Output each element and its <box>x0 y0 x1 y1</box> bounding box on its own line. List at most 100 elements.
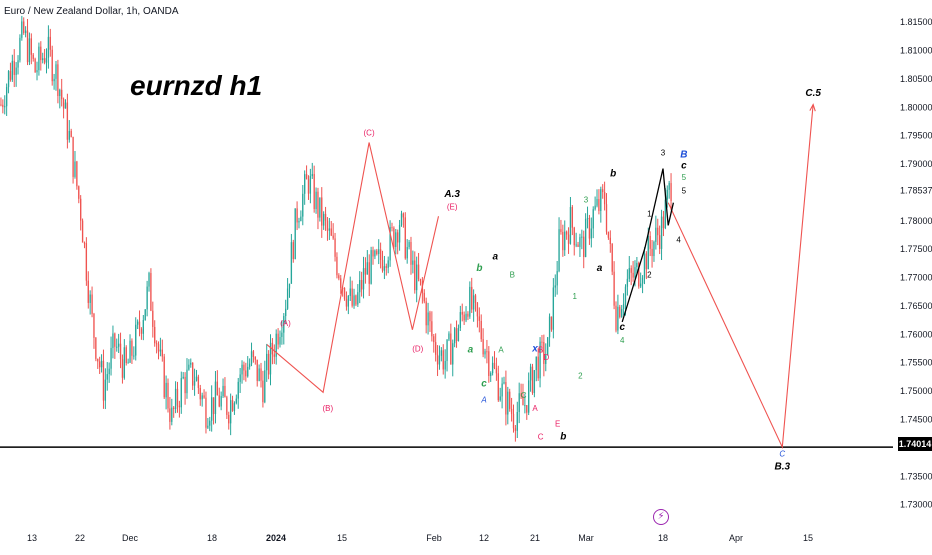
candle-body <box>455 328 458 341</box>
projection-arrowhead <box>809 103 816 112</box>
wave-label: (A) <box>280 319 291 328</box>
candle-body <box>214 381 217 415</box>
wave-label: (E) <box>447 202 458 211</box>
price-axis[interactable]: 1.81500 1.81000 1.80500 1.80000 1.79500 1.790… <box>900 17 932 509</box>
candle-body <box>440 350 443 356</box>
candle-body <box>269 342 272 375</box>
candle-body <box>203 395 205 398</box>
price-tick-label: 1.80000 <box>900 102 932 112</box>
candle-body <box>666 189 668 200</box>
candle-body <box>621 308 623 318</box>
candle-body <box>252 351 255 357</box>
candle-body <box>334 238 336 257</box>
candle-body <box>336 256 338 276</box>
candle-body <box>188 364 190 370</box>
candle-body <box>376 250 378 255</box>
candle-body <box>448 333 450 340</box>
candle-body <box>317 191 319 218</box>
candle-body <box>490 373 492 376</box>
candle-body <box>328 228 331 231</box>
wave-label: B <box>538 346 543 355</box>
candle-body <box>80 198 82 221</box>
wave-paths-layer <box>266 103 816 450</box>
candle-body <box>471 286 473 310</box>
candle-body <box>613 271 615 306</box>
candle-body <box>381 259 384 271</box>
candle-body <box>400 213 403 226</box>
time-tick-label: Feb <box>426 533 442 543</box>
candle-body <box>533 370 536 393</box>
candle-body <box>605 204 608 232</box>
candle-body <box>393 227 395 247</box>
candle-body <box>539 341 541 379</box>
candle-body <box>398 225 401 243</box>
wave-label: (B) <box>323 404 334 413</box>
candle-body <box>294 208 296 260</box>
candle-body <box>129 340 131 363</box>
candle-body <box>117 343 120 347</box>
candle-body <box>212 397 215 415</box>
candle-body <box>59 89 61 97</box>
candle-body <box>649 235 651 249</box>
time-axis[interactable]: 13 22 Dec 18 2024 15 Feb 12 21 Mar 18 Apr 15 <box>27 533 813 543</box>
price-tick-label: 1.78000 <box>900 216 932 226</box>
candle-body <box>248 363 251 367</box>
time-tick-label: 15 <box>337 533 347 543</box>
candle-body <box>142 320 144 334</box>
candle-body <box>520 393 522 397</box>
candle-body <box>74 161 76 177</box>
price-tick-label: 1.74500 <box>900 415 932 425</box>
lightning-event-icon[interactable]: ⚡ <box>653 509 669 525</box>
candle-body <box>387 260 389 268</box>
candle-body <box>262 380 264 403</box>
candle-body <box>664 199 667 229</box>
candle-body <box>617 306 619 331</box>
candle-body <box>42 58 44 61</box>
wave-path-red <box>266 142 440 394</box>
time-tick-label: 12 <box>479 533 489 543</box>
candle-body <box>512 413 515 429</box>
price-tick-label: 1.78537 <box>900 185 932 195</box>
wave-label: B <box>510 271 515 280</box>
wave-label: C <box>538 432 544 441</box>
candle-body <box>43 58 46 63</box>
candle-body <box>78 186 80 199</box>
candle-body <box>171 407 173 422</box>
candle-body <box>594 205 596 210</box>
candle-body <box>630 268 632 273</box>
candle-body <box>199 387 201 400</box>
candle-body <box>283 316 285 333</box>
candle-body <box>668 183 670 190</box>
candle-body <box>340 278 342 288</box>
wave-label: 1 <box>647 209 652 218</box>
candle-body <box>237 381 239 399</box>
candle-body <box>228 414 230 424</box>
candle-body <box>469 286 471 317</box>
candle-body <box>592 209 594 229</box>
candle-body <box>446 339 448 362</box>
candle-body <box>581 236 583 238</box>
time-tick-label: 21 <box>530 533 540 543</box>
candle-body <box>640 283 642 287</box>
price-tick-label: 1.81500 <box>900 17 932 27</box>
candle-body <box>628 268 630 279</box>
candle-body <box>83 242 86 244</box>
candle-body <box>378 249 380 255</box>
candle-body <box>565 231 568 235</box>
candle-body <box>488 351 490 376</box>
candle-body <box>174 388 177 409</box>
time-tick-label: Mar <box>578 533 594 543</box>
candle-body <box>292 242 294 260</box>
candle-body <box>176 388 179 406</box>
time-tick-label: 22 <box>75 533 85 543</box>
wave-path-black <box>621 168 675 323</box>
candle-body <box>450 333 452 365</box>
candle-body <box>600 189 602 211</box>
candle-body <box>408 242 410 248</box>
candle-body <box>660 216 663 249</box>
candle-body <box>114 333 116 347</box>
candle-body <box>209 420 211 426</box>
candle-body <box>222 385 224 397</box>
